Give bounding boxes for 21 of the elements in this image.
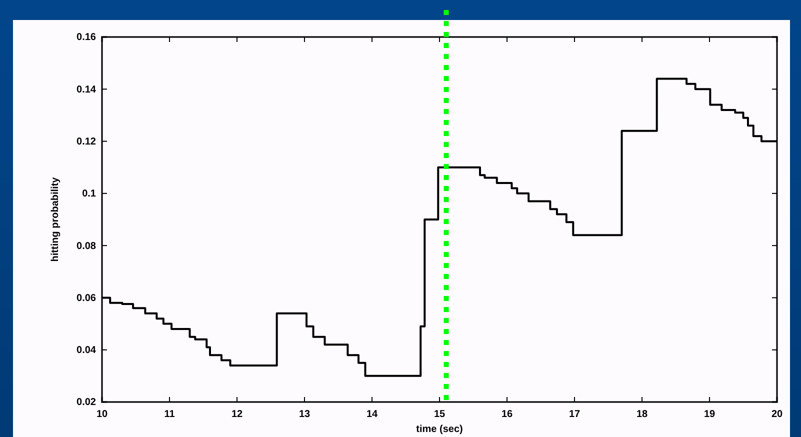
x-tick-label: 11 [164, 409, 176, 420]
y-tick-label: 0.12 [76, 136, 96, 148]
x-tick-label: 18 [636, 409, 648, 420]
y-tick-label: 0.08 [76, 240, 96, 252]
x-tick-label: 17 [568, 409, 580, 420]
y-tick-label: 0.06 [76, 292, 96, 304]
y-tick-label: 0.16 [76, 32, 96, 44]
y-tick-label: 0.14 [76, 84, 96, 96]
y-tick-label: 0.04 [76, 345, 96, 356]
x-tick-label: 10 [96, 409, 108, 420]
x-tick-label: 14 [366, 409, 378, 420]
x-tick-label: 19 [704, 409, 716, 420]
y-axis-title: hitting probability [50, 176, 61, 262]
x-tick-label: 15 [434, 409, 446, 420]
x-tick-label: 13 [298, 409, 310, 420]
x-tick-label: 12 [231, 409, 243, 420]
x-tick-label: 20 [771, 409, 783, 420]
x-axis-title: time (sec) [416, 424, 463, 435]
x-tick-label: 16 [501, 409, 513, 420]
y-tick-label: 0.1 [82, 188, 96, 200]
y-tick-label: 0.02 [76, 397, 96, 408]
